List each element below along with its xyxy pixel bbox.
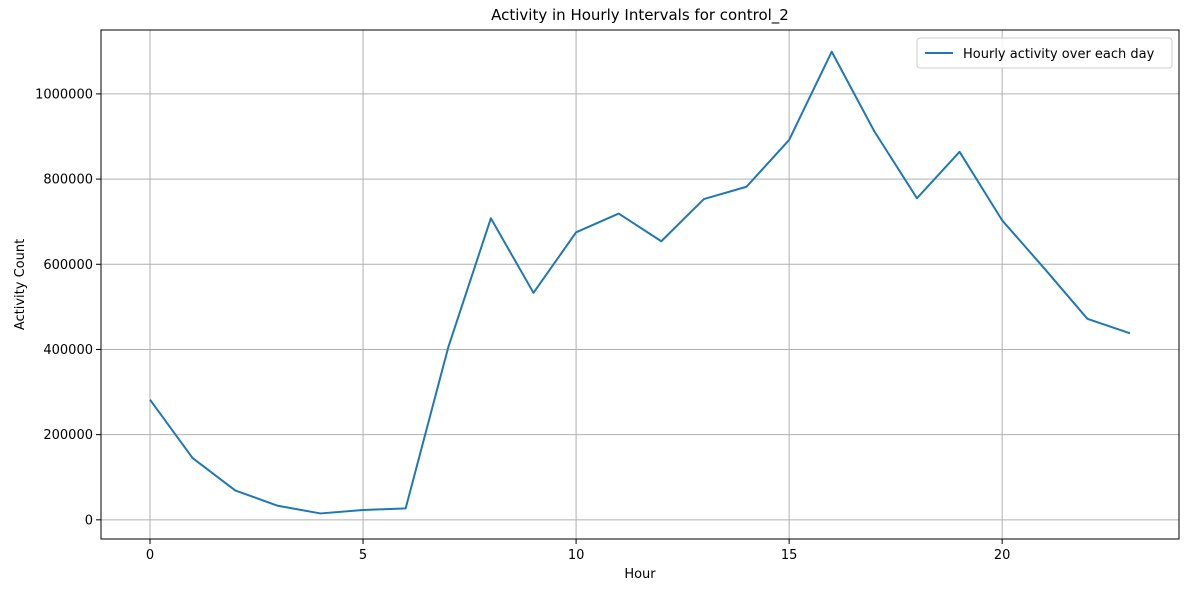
series-layer bbox=[149, 50, 1131, 515]
y-tick-label: 0 bbox=[85, 513, 93, 528]
x-tick-label: 15 bbox=[781, 548, 798, 563]
x-tick-label: 5 bbox=[359, 548, 367, 563]
axis-ticks: 0 5 10 15 20 0 200000 400000 600000 800000 1000000 bbox=[35, 87, 1010, 563]
grid-lines bbox=[101, 30, 1179, 539]
x-tick-label: 20 bbox=[994, 548, 1011, 563]
y-tick-label: 1000000 bbox=[35, 87, 93, 102]
x-axis-title: Hour bbox=[624, 567, 656, 582]
y-axis-title: Activity Count bbox=[13, 239, 28, 330]
legend-box bbox=[916, 37, 1173, 69]
legend-label: Hourly activity over each day bbox=[963, 47, 1155, 62]
y-tick-label: 400000 bbox=[43, 343, 93, 358]
legend: Hourly activity over each day bbox=[916, 37, 1173, 69]
y-tick-label: 600000 bbox=[43, 258, 93, 273]
chart-title: Activity in Hourly Intervals for control… bbox=[491, 6, 789, 25]
x-tick-label: 0 bbox=[146, 548, 154, 563]
y-tick-label: 800000 bbox=[43, 173, 93, 188]
plot-frame bbox=[100, 29, 1180, 540]
x-tick-label: 10 bbox=[568, 548, 585, 563]
y-tick-label: 200000 bbox=[43, 428, 93, 443]
series-line bbox=[149, 50, 1131, 515]
